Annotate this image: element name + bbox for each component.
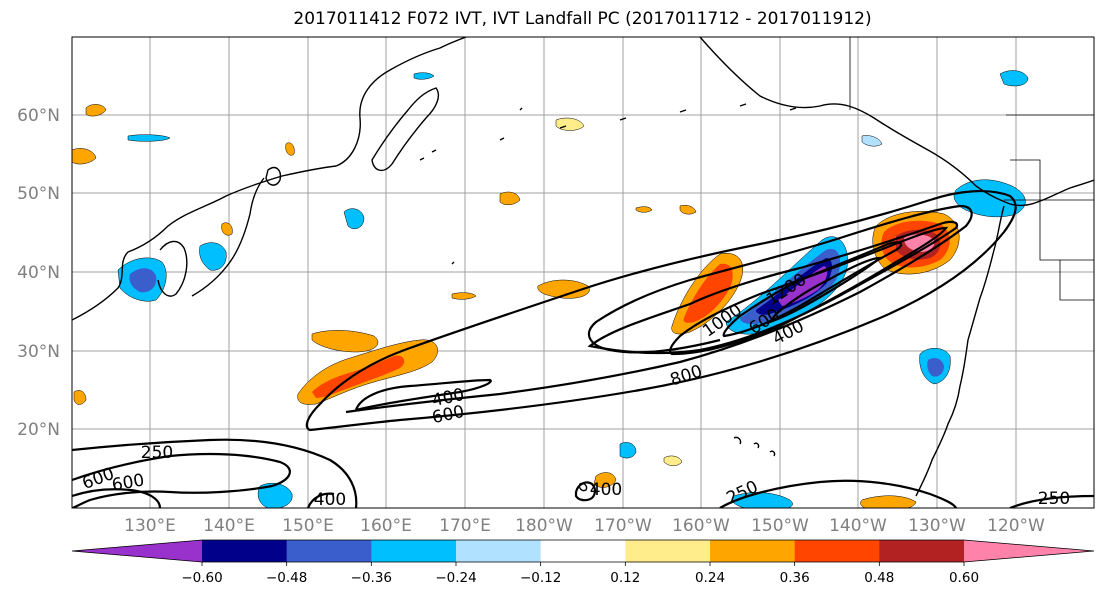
latitude-label: 30°N [17, 342, 60, 362]
map-title: 2017011412 F072 IVT, IVT Landfall PC (20… [293, 9, 872, 29]
longitude-label: 160°W [672, 516, 730, 536]
longitude-label: 170°W [594, 516, 652, 536]
colorbar-tick-label: 0.60 [949, 570, 979, 586]
longitude-label: 170°E [439, 516, 491, 536]
colorbar-tick-label: 0.12 [610, 570, 640, 586]
longitude-label: 130°E [124, 516, 176, 536]
longitude-labels: 130°E 140°E 150°E 160°E 170°E 180°W 170°W 160°W… [124, 516, 1045, 536]
colorbar-tick-label: 0.24 [695, 570, 725, 586]
longitude-label: 140°W [829, 516, 887, 536]
longitude-label: 120°W [987, 516, 1045, 536]
longitude-label: 140°E [203, 516, 255, 536]
colorbar-tick-label: −0.24 [435, 570, 476, 586]
colorbar-tick-label: −0.12 [520, 570, 561, 586]
colorbar-segment [625, 540, 711, 562]
contour-label: 250 [1038, 489, 1070, 509]
colorbar [71, 539, 1095, 563]
colorbar-tick-label: 0.48 [864, 570, 894, 586]
colorbar-segment [879, 540, 965, 562]
colorbar-segment [794, 540, 880, 562]
contour-label: 400 [314, 490, 346, 510]
political-borders [849, 37, 1094, 301]
colorbar-extend-low [72, 540, 202, 562]
coastlines [72, 37, 1094, 497]
latitude-label: 40°N [17, 263, 60, 283]
contour-label: 400 [590, 480, 622, 500]
longitude-label: 150°W [751, 516, 809, 536]
map-border [71, 36, 1095, 509]
ivt-contours [72, 189, 1094, 508]
colorbar-tick-label: −0.60 [181, 570, 222, 586]
longitude-label: 150°E [282, 516, 334, 536]
colorbar-extend-high [964, 540, 1094, 562]
map-content [72, 37, 1094, 508]
latitude-label: 50°N [17, 184, 60, 204]
contour-label: 250 [141, 443, 173, 463]
colorbar-segment [710, 540, 796, 562]
colorbar-segment [202, 540, 288, 562]
longitude-label: 180°W [515, 516, 573, 536]
colorbar-tick-label: 0.36 [780, 570, 810, 586]
colorbar-segment [456, 540, 542, 562]
colorbar-tick-label: −0.36 [351, 570, 392, 586]
colorbar-tick-label: −0.48 [266, 570, 307, 586]
latitude-labels: 60°N 50°N 40°N 30°N 20°N [17, 106, 60, 440]
colorbar-tick-labels: −0.60 −0.48 −0.36 −0.24 −0.12 0.12 0.24 0.36 0.4… [181, 562, 979, 586]
colorbar-segment [286, 540, 372, 562]
colorbar-segment [540, 540, 626, 562]
longitude-label: 130°W [908, 516, 966, 536]
latitude-label: 60°N [17, 106, 60, 126]
longitude-label: 160°E [360, 516, 412, 536]
latitude-label: 20°N [17, 420, 60, 440]
colorbar-segment [371, 540, 457, 562]
